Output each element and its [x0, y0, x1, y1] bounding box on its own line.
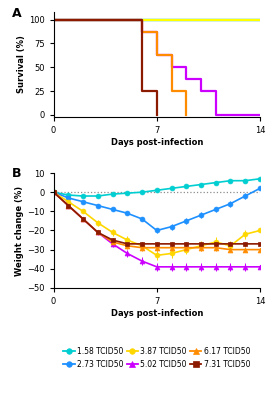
X-axis label: Days post-infection: Days post-infection — [111, 309, 203, 318]
Text: B: B — [12, 167, 22, 180]
Y-axis label: Weight change (%): Weight change (%) — [15, 186, 24, 276]
Legend: 1.58 TCID50, 2.73 TCID50, 3.87 TCID50, 5.02 TCID50, 6.17 TCID50, 7.31 TCID50: 1.58 TCID50, 2.73 TCID50, 3.87 TCID50, 5… — [63, 347, 250, 369]
Y-axis label: Survival (%): Survival (%) — [17, 36, 26, 93]
Text: A: A — [12, 7, 22, 20]
X-axis label: Days post-infection: Days post-infection — [111, 138, 203, 147]
